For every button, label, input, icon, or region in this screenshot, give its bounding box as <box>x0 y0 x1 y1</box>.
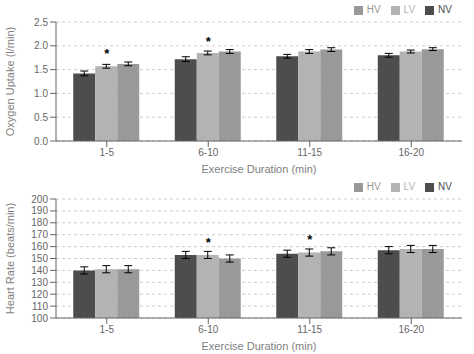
svg-text:Exercise Duration (min): Exercise Duration (min) <box>202 163 317 175</box>
svg-text:1.5: 1.5 <box>34 64 48 75</box>
svg-text:160: 160 <box>31 241 48 252</box>
svg-text:190: 190 <box>31 205 48 216</box>
svg-text:Heart Rate (beats/min): Heart Rate (beats/min) <box>8 203 16 314</box>
html-text:LV: LV <box>403 4 416 15</box>
svg-text:180: 180 <box>31 217 48 228</box>
svg-text:6-10: 6-10 <box>198 324 218 335</box>
svg-text:16-20: 16-20 <box>398 324 424 335</box>
svg-text:*: * <box>206 34 212 49</box>
svg-text:Oxygen Uptake (l/min): Oxygen Uptake (l/min) <box>8 27 16 136</box>
svg-text:11-15: 11-15 <box>297 324 322 335</box>
svg-text:1.0: 1.0 <box>34 88 48 99</box>
svg-text:*: * <box>104 46 110 61</box>
html-text:NV: NV <box>438 4 452 15</box>
svg-text:2.0: 2.0 <box>34 40 48 51</box>
svg-text:0.5: 0.5 <box>34 112 48 123</box>
svg-text:11-15: 11-15 <box>297 147 322 158</box>
svg-text:170: 170 <box>31 229 48 240</box>
svg-text:*: * <box>307 232 313 247</box>
svg-text:*: * <box>206 235 212 250</box>
svg-text:140: 140 <box>31 265 48 276</box>
svg-text:120: 120 <box>31 289 48 300</box>
svg-text:110: 110 <box>32 301 48 312</box>
svg-text:1-5: 1-5 <box>100 147 115 158</box>
html-text:HV: HV <box>366 4 381 15</box>
html-text:NV: NV <box>438 181 452 192</box>
svg-text:0.0: 0.0 <box>34 136 48 147</box>
svg-text:150: 150 <box>31 253 48 264</box>
html-text:LV: LV <box>403 181 416 192</box>
svg-text:130: 130 <box>31 277 48 288</box>
svg-text:Exercise Duration (min): Exercise Duration (min) <box>202 340 317 352</box>
svg-text:2.5: 2.5 <box>34 17 48 28</box>
svg-text:6-10: 6-10 <box>198 147 218 158</box>
svg-text:16-20: 16-20 <box>398 147 424 158</box>
svg-text:1-5: 1-5 <box>100 324 115 335</box>
html-text:HV: HV <box>366 181 381 192</box>
svg-text:100: 100 <box>31 313 48 324</box>
svg-text:200: 200 <box>31 194 48 205</box>
